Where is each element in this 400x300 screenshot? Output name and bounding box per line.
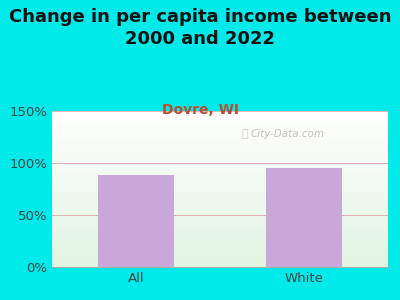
Bar <box>98 176 174 267</box>
Bar <box>266 168 342 267</box>
Text: Ⓠ: Ⓠ <box>242 129 248 139</box>
Text: City-Data.com: City-Data.com <box>250 129 324 140</box>
Text: Change in per capita income between
2000 and 2022: Change in per capita income between 2000… <box>9 8 391 48</box>
Text: Dovre, WI: Dovre, WI <box>162 103 238 118</box>
